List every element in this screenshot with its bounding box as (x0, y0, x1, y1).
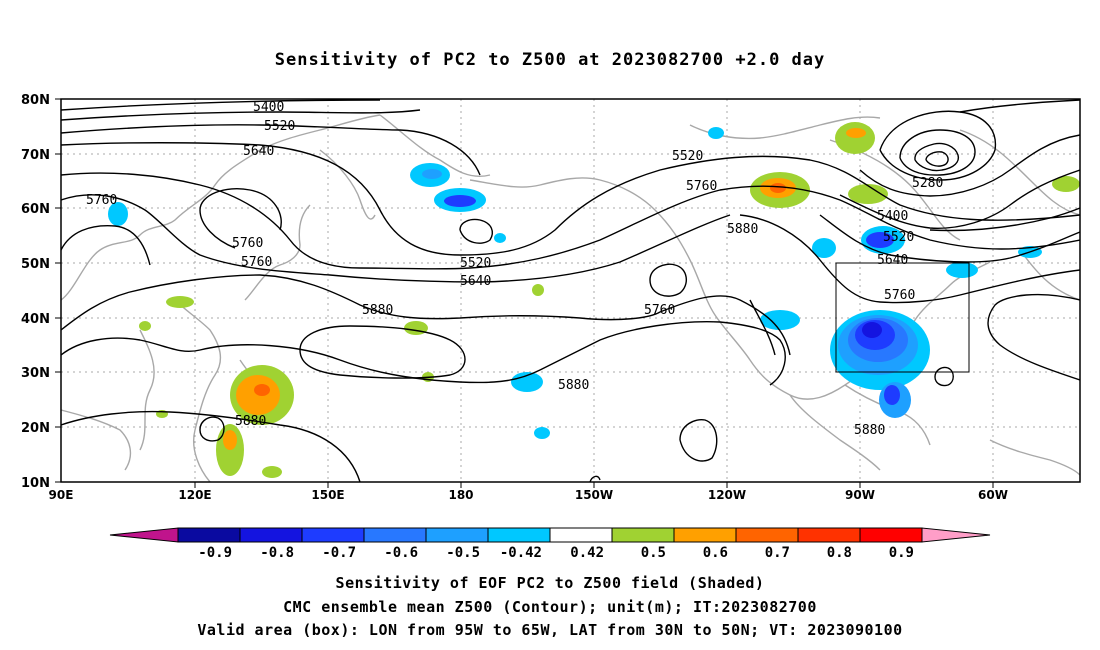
colorbar-swatch (363, 527, 427, 543)
lon-label: 90W (845, 488, 875, 502)
colorbar-swatch (177, 527, 241, 543)
contour-labels: 5400 5520 5640 5760 5760 5760 5880 5520 … (86, 100, 943, 438)
lon-label: 60W (978, 488, 1008, 502)
contour-label: 5760 (644, 303, 675, 318)
colorbar-tick-label: -0.5 (446, 545, 480, 561)
lat-label: 20N (21, 421, 50, 436)
sensitivity-shading (108, 122, 1080, 478)
colorbar-swatch (859, 527, 923, 543)
z500-contours (61, 99, 1080, 482)
contour-label: 5880 (558, 378, 589, 393)
colorbar: -0.9 -0.8 -0.7 -0.6 -0.5 -0.42 0.42 0.5 0.6 0.7 0.… (109, 527, 991, 561)
latitude-labels: 80N 70N 60N 50N 40N 30N 20N 10N (21, 93, 50, 491)
page-title: Sensitivity of PC2 to Z500 at 2023082700… (274, 50, 826, 70)
colorbar-swatch (797, 527, 861, 543)
contour-label: 5760 (86, 193, 117, 208)
lon-label: 180 (448, 488, 473, 502)
lat-label: 50N (21, 257, 50, 272)
contour-label: 5880 (854, 423, 885, 438)
contour-label: 5640 (877, 253, 908, 268)
lat-label: 10N (21, 476, 50, 491)
contour-label: 5520 (460, 256, 491, 271)
contour-label: 5520 (672, 149, 703, 164)
colorbar-tick-label: -0.7 (322, 545, 356, 561)
colorbar-swatch (549, 527, 613, 543)
contour-label: 5640 (460, 274, 491, 289)
colorbar-swatch (239, 527, 303, 543)
caption-line-2: CMC ensemble mean Z500 (Contour); unit(m… (283, 598, 817, 616)
contour-label: 5760 (241, 255, 272, 270)
lon-label: 90E (49, 488, 74, 502)
contour-label: 5760 (686, 179, 717, 194)
lon-label: 120W (708, 488, 746, 502)
colorbar-swatch (301, 527, 365, 543)
colorbar-swatch (735, 527, 799, 543)
lon-label: 150E (311, 488, 344, 502)
contour-label: 5280 (912, 176, 943, 191)
colorbar-tick-label: 0.9 (889, 545, 914, 561)
axis-ticks (55, 98, 994, 488)
lat-label: 40N (21, 312, 50, 327)
contour-label: 5760 (232, 236, 263, 251)
plot-frame (60, 98, 1081, 483)
contour-label: 5640 (243, 144, 274, 159)
colorbar-tick-label: 0.6 (703, 545, 728, 561)
colorbar-low-end (109, 527, 179, 543)
colorbar-tick-label: 0.5 (641, 545, 666, 561)
lon-label: 120E (178, 488, 211, 502)
colorbar-tick-label: 0.42 (570, 545, 604, 561)
colorbar-swatch (425, 527, 489, 543)
longitude-labels: 90E 120E 150E 180 150W 120W 90W 60W (49, 488, 1008, 502)
lat-label: 70N (21, 148, 50, 163)
colorbar-tick-label: -0.9 (198, 545, 232, 561)
contour-label: 5760 (884, 288, 915, 303)
contour-label: 5520 (883, 230, 914, 245)
colorbar-tick-label: 0.7 (765, 545, 790, 561)
valid-area-box (835, 262, 970, 373)
lon-label: 150W (575, 488, 613, 502)
colorbar-tick-label: 0.8 (827, 545, 852, 561)
caption-line-3: Valid area (box): LON from 95W to 65W, L… (197, 621, 903, 639)
colorbar-tick-label: -0.8 (260, 545, 294, 561)
caption-line-1: Sensitivity of EOF PC2 to Z500 field (Sh… (335, 574, 765, 592)
colorbar-swatch (487, 527, 551, 543)
colorbar-swatch (673, 527, 737, 543)
contour-label: 5400 (253, 100, 284, 115)
colorbar-high-end (921, 527, 991, 543)
contour-label: 5520 (264, 119, 295, 134)
contour-label: 5880 (235, 414, 266, 429)
contour-label: 5880 (727, 222, 758, 237)
colorbar-swatch (611, 527, 675, 543)
contour-label: 5400 (877, 209, 908, 224)
contour-label: 5880 (362, 303, 393, 318)
lat-label: 30N (21, 366, 50, 381)
colorbar-tick-label: -0.42 (500, 545, 542, 561)
colorbar-tick-label: -0.6 (384, 545, 418, 561)
lat-label: 80N (21, 93, 50, 108)
lat-label: 60N (21, 202, 50, 217)
